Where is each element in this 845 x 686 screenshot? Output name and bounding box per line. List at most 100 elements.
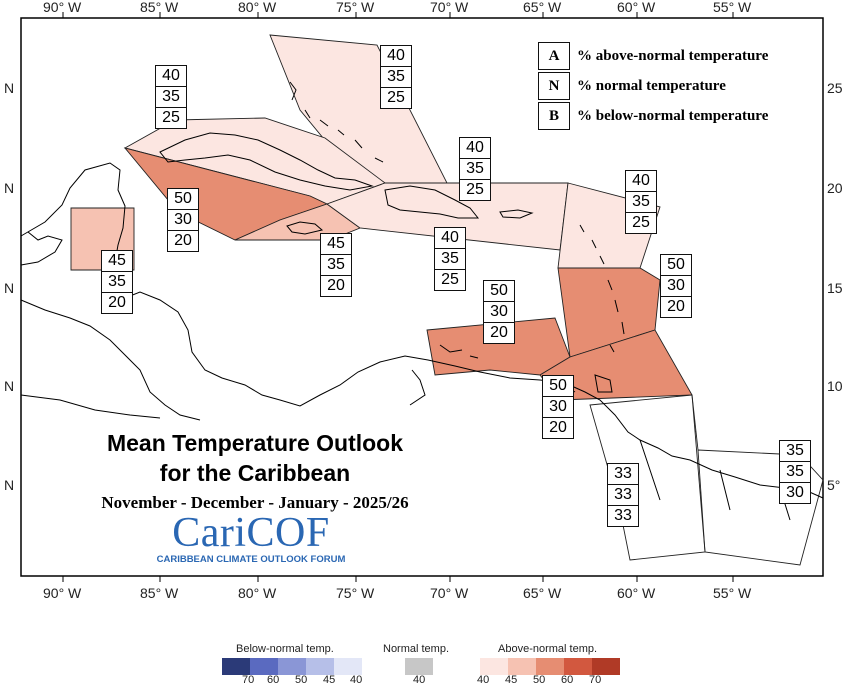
scale-value: 50 xyxy=(533,674,546,686)
swatch-below-50 xyxy=(278,658,306,675)
swatch-below-70 xyxy=(222,658,250,675)
prob-normal: 33 xyxy=(607,485,639,506)
prob-box-suriname: 35 35 30 xyxy=(779,440,811,504)
swatch-above-60 xyxy=(564,658,592,675)
prob-above: 40 xyxy=(380,45,412,67)
prob-below: 20 xyxy=(542,418,574,439)
prob-box-leewards: 40 35 25 xyxy=(625,170,657,234)
lon-label: 90° W xyxy=(43,0,82,15)
prob-below: 20 xyxy=(167,231,199,252)
scale-label-above: Above-normal temp. xyxy=(498,643,598,655)
prob-below: 30 xyxy=(779,483,811,504)
prob-below: 20 xyxy=(483,323,515,344)
prob-below: 25 xyxy=(380,88,412,109)
lon-label: 60° W xyxy=(617,585,656,601)
lon-label: 65° W xyxy=(523,585,562,601)
legend-key: A xyxy=(538,42,570,70)
lon-label: 75° W xyxy=(336,0,375,15)
legend-text: % below-normal temperature xyxy=(577,107,769,124)
prob-above: 40 xyxy=(625,170,657,192)
prob-box-jamaica: 45 35 20 xyxy=(320,233,352,297)
prob-normal: 35 xyxy=(779,462,811,483)
lon-label: 90° W xyxy=(43,585,82,601)
prob-below: 33 xyxy=(607,506,639,527)
lon-labels-bottom: 90° W 85° W 80° W 75° W 70° W 65° W 60° … xyxy=(43,585,752,601)
title-period: November - December - January - 2025/26 xyxy=(101,493,409,512)
region-trinidad xyxy=(539,329,693,401)
lon-label: 80° W xyxy=(238,585,277,601)
legend-row-below: B % below-normal temperature xyxy=(538,101,768,131)
swatch-normal-40 xyxy=(405,658,433,675)
prob-normal: 30 xyxy=(542,397,574,418)
lat-label: 15 xyxy=(827,280,843,296)
lat-label: 10 xyxy=(827,378,843,394)
prob-box-puerto-rico: 40 35 25 xyxy=(459,137,491,201)
scale-value: 70 xyxy=(589,674,602,686)
lat-label: N xyxy=(4,477,14,493)
outlook-regions xyxy=(70,34,693,401)
prob-above: 50 xyxy=(167,188,199,210)
coastlines xyxy=(20,81,824,521)
lon-label: 70° W xyxy=(430,0,469,15)
prob-above: 50 xyxy=(660,254,692,276)
key-legend: A % above-normal temperature N % normal … xyxy=(538,41,768,131)
scale-value: 45 xyxy=(323,674,336,686)
lon-label: 85° W xyxy=(140,585,179,601)
prob-above: 40 xyxy=(459,137,491,159)
lon-label: 70° W xyxy=(430,585,469,601)
legend-row-normal: N % normal temperature xyxy=(538,71,768,101)
region-windwards xyxy=(557,267,661,358)
prob-above: 40 xyxy=(155,65,187,87)
prob-normal: 30 xyxy=(483,302,515,323)
lat-label: N xyxy=(4,180,14,196)
prob-box-windwards: 50 30 20 xyxy=(660,254,692,318)
swatch-above-45 xyxy=(508,658,536,675)
lon-label: 75° W xyxy=(336,585,375,601)
prob-normal: 35 xyxy=(434,249,466,270)
lat-label: 5° xyxy=(827,477,840,493)
scale-label-below: Below-normal temp. xyxy=(236,643,334,655)
lat-label: 20 xyxy=(827,180,843,196)
lon-label: 55° W xyxy=(713,0,752,15)
legend-text: % normal temperature xyxy=(577,77,726,94)
map-title: Mean Temperature Outlook for the Caribbe… xyxy=(20,428,490,514)
prob-below: 25 xyxy=(434,270,466,291)
swatch-below-60 xyxy=(250,658,278,675)
prob-box-guyana: 33 33 33 xyxy=(607,463,639,527)
scale-value: 60 xyxy=(561,674,574,686)
title-line-1: Mean Temperature Outlook xyxy=(106,430,404,456)
lon-label: 65° W xyxy=(523,0,562,15)
scale-label-normal: Normal temp. xyxy=(383,643,450,655)
caricof-logo: CariCOF CARIBBEAN CLIMATE OUTLOOK FORUM xyxy=(148,512,354,565)
prob-box-trinidad: 50 30 20 xyxy=(542,375,574,439)
prob-below: 20 xyxy=(101,293,133,314)
prob-above: 50 xyxy=(542,375,574,397)
prob-normal: 35 xyxy=(320,255,352,276)
legend-row-above: A % above-normal temperature xyxy=(538,41,768,71)
prob-normal: 35 xyxy=(101,272,133,293)
prob-normal: 30 xyxy=(167,210,199,231)
title-line-2: for the Caribbean xyxy=(159,460,351,486)
swatch-above-50 xyxy=(536,658,564,675)
prob-below: 25 xyxy=(459,180,491,201)
prob-above: 33 xyxy=(607,463,639,485)
scale-value: 45 xyxy=(505,674,518,686)
lon-label: 85° W xyxy=(140,0,179,15)
prob-normal: 35 xyxy=(155,87,187,108)
prob-box-hispaniola: 40 35 25 xyxy=(434,227,466,291)
lat-labels-left: N N N N N xyxy=(4,80,14,493)
legend-key: B xyxy=(538,102,570,130)
lon-label: 80° W xyxy=(238,0,277,15)
prob-below: 20 xyxy=(320,276,352,297)
scale-value: 50 xyxy=(295,674,308,686)
swatch-below-40 xyxy=(334,658,362,675)
prob-box-cuba: 40 35 25 xyxy=(155,65,187,129)
prob-box-bahamas: 40 35 25 xyxy=(380,45,412,109)
logo-subtitle: CARIBBEAN CLIMATE OUTLOOK FORUM xyxy=(156,554,346,565)
lon-label: 55° W xyxy=(713,585,752,601)
swatch-above-40 xyxy=(480,658,508,675)
prob-box-belize: 45 35 20 xyxy=(101,250,133,314)
lat-label: 25 xyxy=(827,80,843,96)
prob-below: 25 xyxy=(625,213,657,234)
swatch-below-45 xyxy=(306,658,334,675)
